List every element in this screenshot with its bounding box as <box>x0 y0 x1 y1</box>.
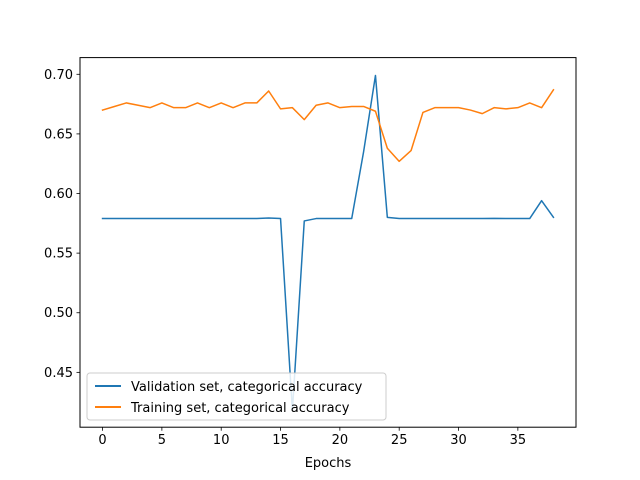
legend-label-training: Training set, categorical accuracy <box>130 401 350 416</box>
x-tick-label: 15 <box>272 433 289 448</box>
x-tick-label: 30 <box>450 433 467 448</box>
x-tick-label: 5 <box>158 433 166 448</box>
legend: Validation set, categorical accuracy Tra… <box>86 372 387 421</box>
y-axis: 0.45 0.50 0.55 0.60 0.65 0.70 <box>44 68 80 381</box>
x-axis: 0 5 10 15 20 25 30 35 <box>98 427 526 448</box>
series-line-validation <box>101 74 555 412</box>
legend-label-validation: Validation set, categorical accuracy <box>131 380 363 395</box>
y-tick-label: 0.65 <box>44 127 73 142</box>
y-tick-label: 0.60 <box>44 187 73 202</box>
y-tick-label: 0.70 <box>44 68 73 83</box>
y-tick-label: 0.55 <box>44 247 73 262</box>
legend-frame <box>86 372 387 421</box>
x-tick-label: 35 <box>510 433 527 448</box>
x-tick-label: 20 <box>332 433 349 448</box>
y-tick-label: 0.45 <box>44 366 73 381</box>
x-tick-label: 10 <box>213 433 230 448</box>
x-axis-label: Epochs <box>305 456 352 471</box>
series-layer <box>101 74 555 412</box>
x-tick-label: 0 <box>98 433 106 448</box>
series-line-training <box>101 88 555 163</box>
y-tick-label: 0.50 <box>44 306 73 321</box>
x-tick-label: 25 <box>391 433 408 448</box>
plot-frame <box>79 57 577 428</box>
